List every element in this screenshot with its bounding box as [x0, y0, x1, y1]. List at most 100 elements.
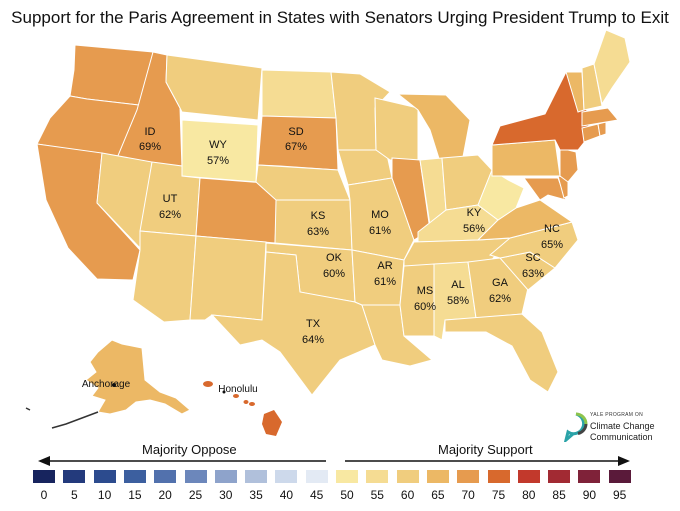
label-SC-abbr: SC	[525, 252, 540, 264]
state-AK	[85, 339, 191, 415]
state-NM	[189, 235, 267, 321]
legend-swatch	[426, 470, 449, 483]
legend-swatch	[123, 470, 146, 483]
honolulu-label: Honolulu	[218, 384, 257, 395]
legend-swatch	[578, 470, 601, 483]
ycc-logo: YALE PROGRAM ON Climate Change Communica…	[562, 410, 680, 455]
state-HI	[203, 381, 282, 436]
label-KY-value: 56%	[463, 223, 485, 235]
legend-tick-label: 85	[552, 488, 566, 502]
logo-line1: Climate Change	[590, 421, 655, 431]
legend-tick-label: 50	[340, 488, 354, 502]
state-MD	[523, 177, 567, 201]
legend-tick-label: 60	[400, 488, 415, 502]
state-ND	[261, 69, 337, 119]
label-NC-value: 65%	[541, 239, 563, 251]
label-GA-abbr: GA	[492, 277, 509, 289]
legend-tick-label: 35	[249, 488, 263, 502]
label-UT-value: 62%	[159, 209, 181, 221]
label-GA-value: 62%	[489, 293, 511, 305]
label-OK-value: 60%	[323, 268, 345, 280]
label-SD-value: 67%	[285, 141, 307, 153]
legend-tick-label: 75	[491, 488, 506, 502]
label-TX-value: 64%	[302, 334, 324, 346]
label-NC-abbr: NC	[544, 223, 560, 235]
legend-swatch	[396, 470, 419, 483]
state-WY	[181, 119, 259, 183]
label-TX-abbr: TX	[306, 318, 321, 330]
state-MS	[399, 263, 435, 337]
honolulu-dot	[222, 390, 226, 394]
label-AR-abbr: AR	[377, 260, 392, 272]
state-RI	[597, 121, 607, 137]
state-WI	[374, 97, 419, 161]
legend-tick-label: 45	[310, 488, 324, 502]
label-MS-abbr: MS	[417, 285, 434, 297]
state-NH	[581, 63, 603, 111]
legend-swatch	[305, 470, 328, 483]
label-AR-value: 61%	[374, 276, 396, 288]
legend-swatch	[366, 470, 389, 483]
label-SD-abbr: SD	[288, 126, 303, 138]
label-KS-value: 63%	[307, 226, 329, 238]
legend-tick-label: 40	[279, 488, 294, 502]
legend-tick-label: 25	[188, 488, 203, 502]
label-UT-abbr: UT	[163, 193, 178, 205]
label-KY-abbr: KY	[467, 207, 482, 219]
logo-small-text: YALE PROGRAM ON	[590, 412, 644, 418]
legend-swatch	[548, 470, 571, 483]
label-MO-abbr: MO	[371, 209, 389, 221]
legend-swatch	[487, 470, 510, 483]
legend-swatch	[93, 470, 116, 483]
legend-swatch	[275, 470, 298, 483]
label-KS-abbr: KS	[311, 210, 326, 222]
state-NE	[255, 164, 351, 201]
speech-bubble-logo-icon	[564, 412, 588, 442]
state-MT	[165, 54, 263, 121]
state-PA	[491, 139, 561, 177]
legend-swatch	[214, 470, 237, 483]
majority-support-label: Majority Support	[438, 442, 533, 457]
legend-swatch	[457, 470, 480, 483]
state-MA	[581, 107, 619, 127]
label-ID-abbr: ID	[145, 126, 156, 138]
legend-swatch	[184, 470, 207, 483]
label-SC-value: 63%	[522, 268, 544, 280]
map-title: Support for the Paris Agreement in State…	[11, 8, 669, 27]
state-ME	[593, 29, 631, 106]
label-AL-abbr: AL	[451, 279, 464, 291]
label-WY-value: 57%	[207, 155, 229, 167]
legend-tick-label: 0	[40, 488, 48, 502]
state-FL	[444, 313, 559, 393]
legend-tick-label: 80	[522, 488, 536, 502]
legend-tick-label: 30	[219, 488, 233, 502]
state-KS	[274, 199, 353, 251]
legend-tick-label: 15	[128, 488, 142, 502]
legend-swatch	[517, 470, 540, 483]
anchorage-label: Anchorage	[82, 379, 131, 390]
legend-swatch	[336, 470, 358, 483]
label-OK-abbr: OK	[326, 252, 343, 264]
anchorage-dot	[112, 383, 116, 387]
legend-swatch	[245, 470, 268, 483]
label-ID-value: 69%	[139, 141, 161, 153]
state-TX	[210, 251, 376, 396]
legend-tick-label: 70	[461, 488, 475, 502]
legend-swatch	[33, 470, 55, 483]
legend-tick-label: 20	[158, 488, 172, 502]
legend-swatch	[154, 470, 177, 483]
state-AZ	[132, 230, 197, 323]
legend-tick-label: 10	[97, 488, 112, 502]
logo-line2: Communication	[590, 432, 653, 442]
legend-tick-label: 5	[70, 488, 78, 502]
label-MS-value: 60%	[414, 301, 436, 313]
label-WY-abbr: WY	[209, 139, 227, 151]
alaska-islands	[25, 407, 99, 429]
legend-swatch	[63, 470, 86, 483]
legend-tick-label: 55	[370, 488, 384, 502]
legend-tick-label: 95	[613, 488, 627, 502]
label-AL-value: 58%	[447, 295, 469, 307]
majority-oppose-label: Majority Oppose	[142, 442, 237, 457]
legend-tick-label: 90	[582, 488, 597, 502]
